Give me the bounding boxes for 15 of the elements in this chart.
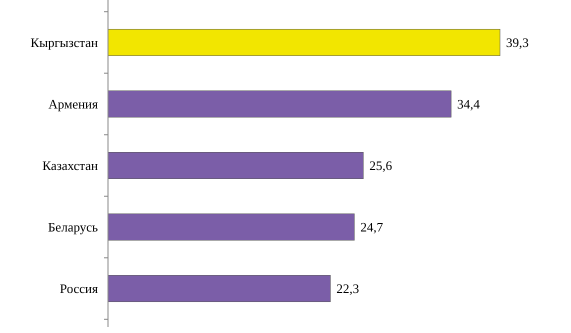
bar: [108, 275, 331, 302]
bar: [108, 152, 364, 179]
data-label: 34,4: [457, 96, 480, 112]
data-label: 24,7: [360, 220, 384, 235]
bar: [108, 28, 500, 56]
data-label: 39,3: [506, 34, 529, 50]
y-tick-label: Россия: [60, 281, 98, 296]
data-label: 22,3: [336, 281, 360, 296]
y-tick-label: Казахстан: [42, 158, 98, 173]
y-tick-label: Беларусь: [48, 220, 98, 235]
data-label: 25,6: [369, 158, 393, 173]
bar: [108, 214, 355, 240]
y-tick-label: Армения: [48, 96, 98, 112]
bar: [108, 90, 452, 118]
y-tick-label: Кыргызстан: [30, 34, 98, 50]
